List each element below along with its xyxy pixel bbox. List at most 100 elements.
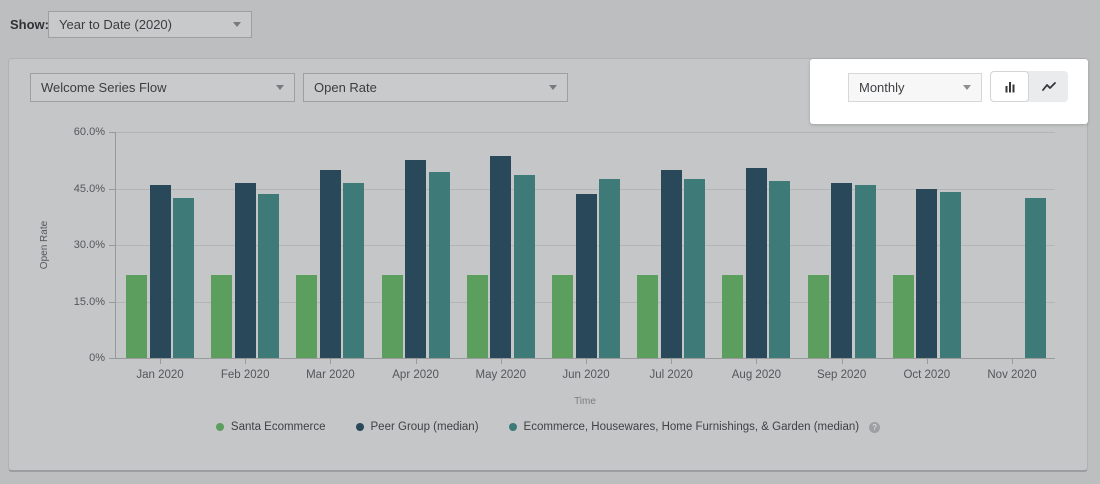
x-axis-line xyxy=(115,358,1055,359)
flow-dropdown[interactable]: Welcome Series Flow xyxy=(30,73,295,102)
x-tick-label: Aug 2020 xyxy=(731,369,782,381)
interval-dropdown[interactable]: Monthly xyxy=(848,73,982,102)
bar xyxy=(405,160,427,358)
bar xyxy=(722,275,744,358)
chart-type-bar-button[interactable] xyxy=(990,71,1029,102)
bar xyxy=(831,182,853,358)
line-chart-icon xyxy=(1041,81,1056,91)
bar xyxy=(575,194,597,358)
bar xyxy=(637,275,659,358)
y-axis-tick xyxy=(109,245,115,246)
y-tick-label: 0% xyxy=(89,352,105,364)
x-axis-tick xyxy=(415,359,417,364)
bar xyxy=(660,169,682,358)
gridline xyxy=(115,188,1055,190)
y-axis-tick xyxy=(109,132,115,133)
y-axis-line xyxy=(115,132,116,358)
y-tick-label: 45.0% xyxy=(73,182,105,195)
bar xyxy=(916,188,938,358)
bar xyxy=(126,275,147,358)
date-range-dropdown-value: Year to Date (2020) xyxy=(59,17,172,32)
chevron-down-icon xyxy=(549,85,557,90)
x-axis-tick xyxy=(841,359,843,364)
bar xyxy=(296,275,318,358)
x-tick-label: Jul 2020 xyxy=(649,369,693,381)
bar xyxy=(939,192,961,358)
chart-type-toggle xyxy=(990,71,1068,102)
x-tick-label: Apr 2020 xyxy=(392,369,439,381)
x-axis-tick xyxy=(1012,359,1013,364)
flow-dropdown-value: Welcome Series Flow xyxy=(41,80,167,95)
interval-dropdown-value: Monthly xyxy=(859,80,905,95)
x-axis-tick xyxy=(330,359,332,364)
x-axis-tick xyxy=(500,359,502,364)
metric-dropdown[interactable]: Open Rate xyxy=(303,73,568,102)
bar xyxy=(684,179,706,358)
y-tick-label: 15.0% xyxy=(73,295,105,308)
bar xyxy=(490,156,512,358)
bar-chart-icon xyxy=(1005,81,1014,92)
x-axis-tick xyxy=(926,359,928,364)
chevron-down-icon xyxy=(276,85,284,90)
y-axis-tick xyxy=(109,358,115,359)
show-label: Show: xyxy=(10,17,49,32)
x-tick-label: Oct 2020 xyxy=(903,369,951,381)
x-axis-tick xyxy=(586,359,587,364)
help-icon[interactable]: ? xyxy=(869,421,881,433)
x-tick-label: May 2020 xyxy=(475,369,527,381)
bar xyxy=(769,180,791,358)
bar xyxy=(552,275,573,358)
x-axis-tick xyxy=(671,359,673,364)
x-axis-tick xyxy=(160,359,161,364)
bar xyxy=(319,169,341,358)
legend-label: Santa Ecommerce xyxy=(230,421,326,433)
x-tick-label: Feb 2020 xyxy=(220,369,270,381)
bar xyxy=(892,275,914,358)
legend-item: Santa Ecommerce xyxy=(215,421,326,433)
x-axis-title: Time xyxy=(574,396,596,407)
bar xyxy=(173,197,194,358)
chart-legend: Santa Ecommerce Peer Group (median) Ecomme… xyxy=(8,419,1088,435)
y-axis-tick xyxy=(109,301,115,303)
y-axis-tick xyxy=(109,188,115,190)
legend-label: Peer Group (median) xyxy=(370,421,479,433)
x-axis-tick xyxy=(245,359,247,364)
legend-item: Ecommerce, Housewares, Home Furnishings,… xyxy=(508,421,881,433)
gridline xyxy=(115,132,1055,133)
bar xyxy=(599,179,620,358)
bar xyxy=(381,275,403,358)
x-axis-tick xyxy=(756,359,758,364)
bar xyxy=(745,167,767,358)
bar xyxy=(513,175,535,358)
bar xyxy=(1025,197,1046,358)
bar xyxy=(343,182,365,358)
legend-label: Ecommerce, Housewares, Home Furnishings,… xyxy=(523,421,860,433)
legend-dot-icon xyxy=(508,423,517,431)
chevron-down-icon xyxy=(233,22,241,27)
bar xyxy=(807,275,829,358)
chevron-down-icon xyxy=(963,85,971,90)
date-range-dropdown[interactable]: Year to Date (2020) xyxy=(48,11,252,38)
metric-dropdown-value: Open Rate xyxy=(314,80,377,95)
chart-type-line-button[interactable] xyxy=(1029,71,1068,102)
bar xyxy=(234,182,256,358)
x-tick-label: Mar 2020 xyxy=(306,369,355,381)
x-tick-label: Jun 2020 xyxy=(562,369,610,381)
bar xyxy=(149,184,171,358)
bar xyxy=(466,275,488,358)
y-tick-label: 30.0% xyxy=(73,239,105,251)
y-axis-title: Open Rate xyxy=(39,220,50,270)
legend-dot-icon xyxy=(355,423,364,431)
x-tick-label: Nov 2020 xyxy=(987,369,1037,381)
bar xyxy=(854,184,876,358)
bar xyxy=(428,171,450,358)
y-tick-label: 60.0% xyxy=(73,126,105,138)
legend-item: Peer Group (median) xyxy=(355,421,479,433)
bar xyxy=(211,275,233,358)
x-tick-label: Jan 2020 xyxy=(136,369,184,381)
bar xyxy=(258,194,280,358)
legend-dot-icon xyxy=(215,423,224,431)
x-tick-label: Sep 2020 xyxy=(816,369,867,381)
